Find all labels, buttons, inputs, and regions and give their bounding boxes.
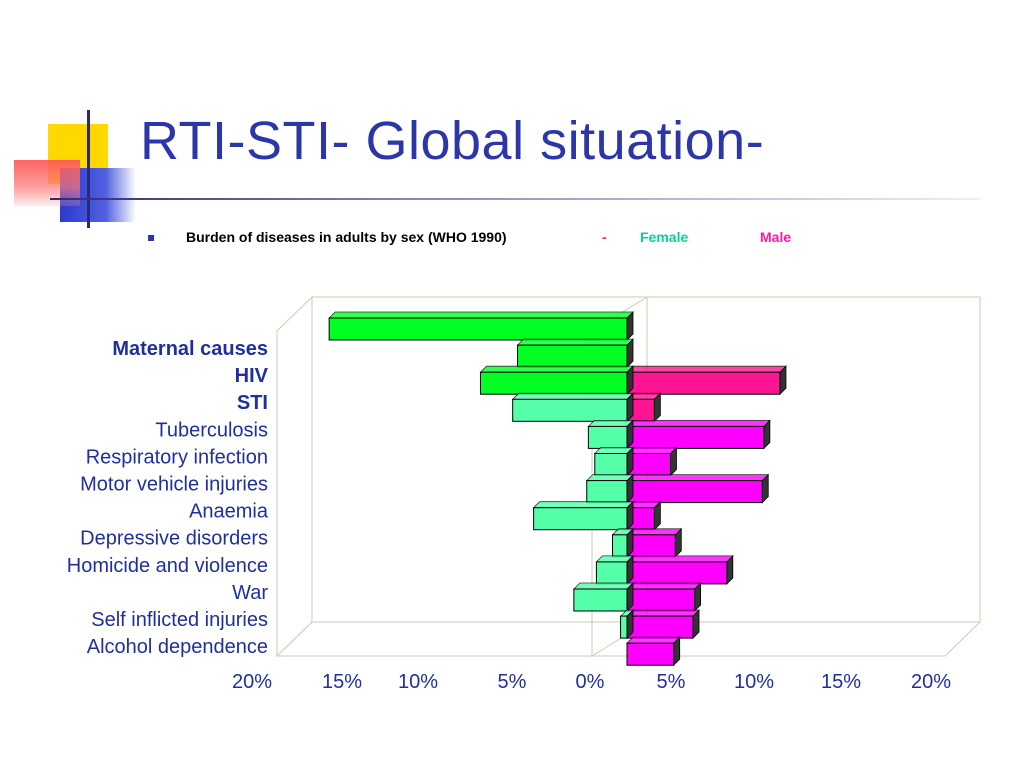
bar-male-7-top <box>626 528 683 536</box>
decor-vertical-line <box>87 110 90 228</box>
bar-male-5-top <box>626 474 770 482</box>
bar-male-8 <box>626 561 728 585</box>
bar-male-7 <box>626 534 676 558</box>
bar-female-7-top <box>532 501 634 509</box>
bar-female-2-top <box>479 365 634 373</box>
bar-female-2 <box>479 371 628 395</box>
category-label: War <box>232 582 268 604</box>
x-tick-label: 0% <box>576 671 605 693</box>
bar-male-4-top <box>626 447 678 454</box>
category-label: Self inflicted injuries <box>91 609 268 631</box>
bar-male-3 <box>626 425 765 449</box>
legend-female: Female <box>640 229 689 245</box>
bar-female-3-top <box>511 392 634 400</box>
bar-female-5 <box>594 453 628 476</box>
bar-male-9-top <box>626 582 702 590</box>
bar-female-1-top <box>516 338 634 346</box>
x-tick-label: 15% <box>821 671 861 693</box>
slide-title: RTI-STI- Global situation- <box>140 111 765 171</box>
bar-male-10 <box>626 615 694 639</box>
bar-female-6 <box>586 480 628 504</box>
category-label: Depressive disorders <box>80 528 268 550</box>
bar-female-9 <box>595 561 628 585</box>
category-label: Tuberculosis <box>155 419 268 441</box>
subtitle-dash: - <box>602 229 607 245</box>
bar-female-3 <box>512 398 628 422</box>
x-tick-label: 10% <box>398 671 438 693</box>
bar-female-1 <box>517 344 628 368</box>
title-underline <box>50 198 980 200</box>
category-label: Homicide and violence <box>67 555 268 577</box>
bar-male-10-top <box>626 609 700 617</box>
bar-male-11 <box>626 642 675 666</box>
bar-female-10-top <box>572 582 634 590</box>
bar-female-0-top <box>328 311 634 319</box>
bar-female-0 <box>328 317 628 341</box>
bar-male-9 <box>626 588 696 612</box>
bar-female-4 <box>587 425 628 449</box>
category-label: STI <box>237 392 268 414</box>
category-label: Maternal causes <box>112 338 268 360</box>
x-tick-label: 10% <box>734 671 774 693</box>
category-label: Anaemia <box>189 501 269 523</box>
x-tick-label: 20% <box>232 671 272 693</box>
bar-female-10 <box>573 588 628 612</box>
bar-female-7 <box>533 507 628 531</box>
bar-female-11 <box>620 615 628 639</box>
bar-male-11-top <box>626 636 681 644</box>
bullet-square-icon <box>148 235 154 241</box>
legend-male: Male <box>760 229 792 245</box>
category-label: HIV <box>235 365 269 387</box>
chart-subtitle: Burden of diseases in adults by sex (WHO… <box>186 229 507 245</box>
x-tick-label: 5% <box>657 671 686 693</box>
bar-male-1-top <box>626 365 787 373</box>
x-tick-label: 5% <box>498 671 527 693</box>
bar-female-6-top <box>585 474 634 482</box>
bar-male-3-top <box>626 419 771 427</box>
x-tick-label: 15% <box>322 671 362 693</box>
bar-male-4 <box>626 453 671 476</box>
category-label: Respiratory infection <box>86 446 268 468</box>
category-label: Motor vehicle injuries <box>80 474 268 496</box>
bar-male-8-top <box>626 555 734 563</box>
category-label: Alcohol dependence <box>87 636 268 658</box>
bar-female-8 <box>612 534 628 558</box>
chart-left-wall <box>276 295 313 658</box>
bar-male-5 <box>626 480 763 504</box>
bar-female-9-top <box>595 555 634 563</box>
bar-female-5-top <box>593 447 634 454</box>
bar-female-4-top <box>587 419 634 427</box>
x-tick-label: 20% <box>911 671 951 693</box>
bar-male-1 <box>626 371 781 395</box>
